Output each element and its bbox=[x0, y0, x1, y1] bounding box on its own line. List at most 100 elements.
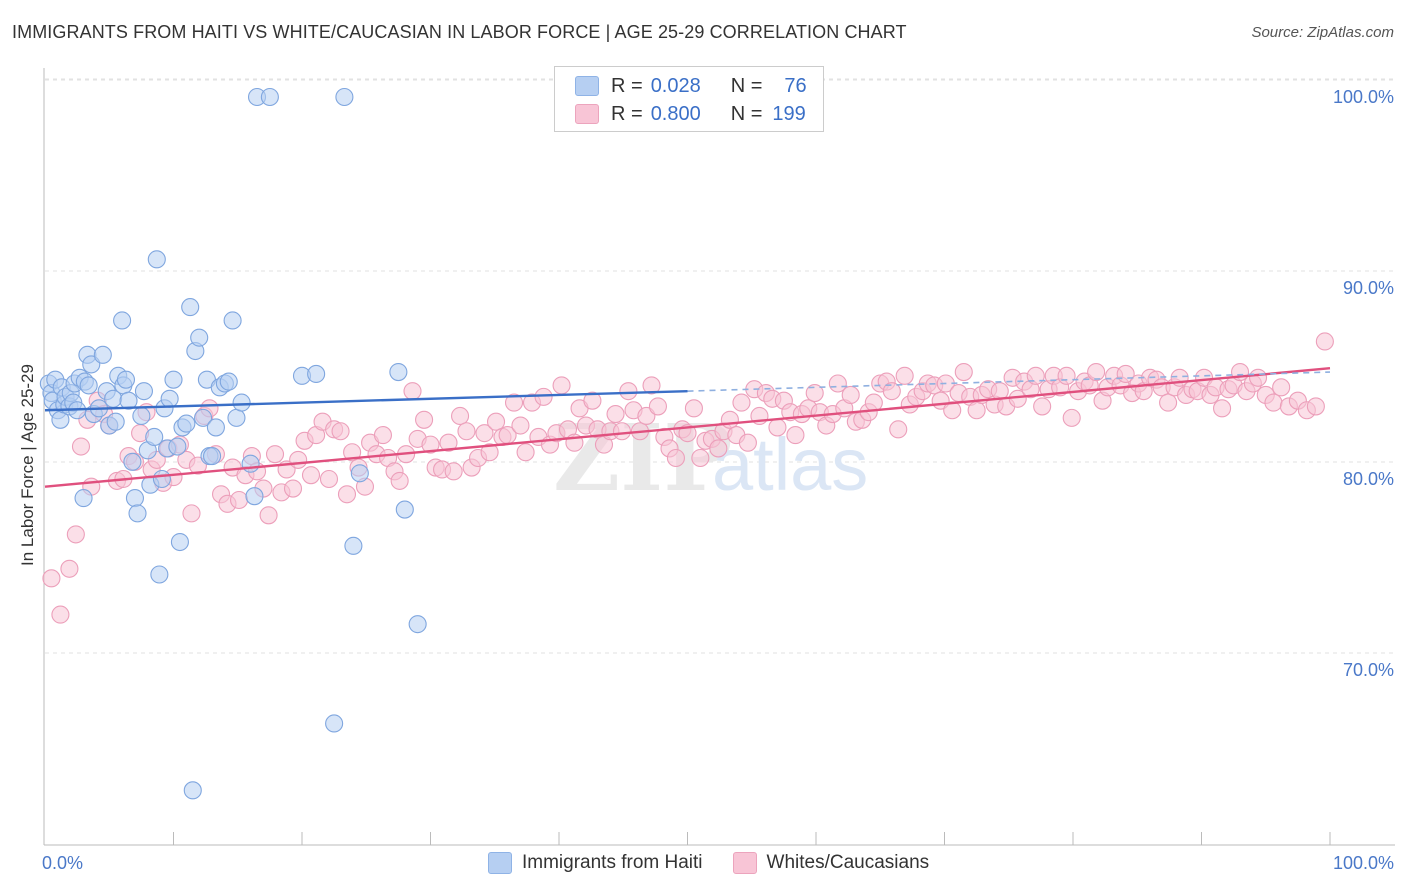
haiti-point bbox=[194, 408, 213, 427]
whites-point bbox=[504, 393, 524, 412]
whites-point bbox=[421, 435, 440, 454]
whites-point bbox=[390, 471, 409, 490]
whites-point bbox=[1062, 408, 1081, 427]
haiti-point bbox=[183, 781, 202, 800]
x-tick-min: 0.0% bbox=[42, 853, 84, 873]
whites-point bbox=[720, 410, 739, 429]
whites-point bbox=[895, 366, 914, 385]
whites-point bbox=[606, 405, 625, 424]
legend-item-haiti[interactable]: Immigrants from Haiti bbox=[488, 852, 703, 874]
n-value: 76 bbox=[784, 74, 807, 97]
whites-point bbox=[943, 401, 962, 420]
r-label: R = bbox=[611, 74, 643, 97]
stats-row-haiti: R = 0.028 N = 76 bbox=[575, 73, 807, 99]
whites-point bbox=[457, 422, 476, 441]
haiti-point bbox=[177, 414, 196, 433]
whites-point bbox=[1213, 399, 1232, 418]
whites-point bbox=[1306, 397, 1325, 416]
haiti-point bbox=[203, 447, 222, 466]
whites-point bbox=[439, 433, 458, 452]
whites-point bbox=[182, 504, 201, 523]
whites-point bbox=[1026, 366, 1045, 385]
whites-point bbox=[403, 382, 422, 401]
whites-point bbox=[828, 374, 847, 393]
haiti-point bbox=[116, 370, 136, 389]
haiti-point bbox=[408, 615, 427, 634]
whites-point bbox=[71, 437, 91, 456]
axes bbox=[43, 68, 1395, 846]
whites-point bbox=[786, 426, 805, 445]
legend-item-whites[interactable]: Whites/Caucasians bbox=[732, 852, 929, 874]
whites-point bbox=[343, 443, 362, 462]
whites-swatch bbox=[575, 104, 599, 124]
legend-swatch-haiti bbox=[488, 852, 512, 874]
y-tick-70: 70.0% bbox=[1342, 660, 1394, 680]
x-tick-max: 100.0% bbox=[1332, 853, 1394, 873]
trend-lines bbox=[44, 367, 1331, 488]
whites-point bbox=[1272, 378, 1291, 397]
whites-point bbox=[60, 559, 79, 578]
whites-point bbox=[666, 448, 685, 468]
whites-point bbox=[265, 445, 285, 464]
haiti-point bbox=[389, 362, 408, 382]
r-value: 0.028 bbox=[650, 74, 701, 97]
stats-box: R = 0.028 N = 76 R = 0.800 N = 199 bbox=[554, 66, 824, 132]
stats-row-whites: R = 0.800 N = 199 bbox=[575, 101, 806, 127]
haiti-point bbox=[150, 565, 169, 584]
haiti-trend-line-extension bbox=[687, 371, 1331, 392]
whites-point bbox=[967, 401, 986, 420]
y-axis-label: In Labor Force | Age 25-29 bbox=[18, 364, 37, 566]
whites-point bbox=[1315, 332, 1334, 351]
haiti-point bbox=[241, 454, 260, 473]
haiti-point bbox=[145, 427, 164, 447]
whites-point bbox=[486, 412, 506, 431]
y-tick-80: 80.0% bbox=[1342, 469, 1394, 489]
whites-point bbox=[511, 416, 530, 435]
r-value: 0.800 bbox=[650, 102, 701, 125]
haiti-point bbox=[232, 393, 251, 412]
whites-point bbox=[954, 362, 973, 382]
haiti-point bbox=[119, 391, 138, 410]
whites-point bbox=[475, 424, 494, 443]
whites-point bbox=[451, 406, 470, 426]
haiti-point bbox=[260, 87, 279, 107]
whites-point bbox=[51, 605, 70, 624]
whites-point bbox=[283, 479, 303, 498]
n-label: N = bbox=[730, 74, 763, 97]
whites-point bbox=[444, 462, 463, 481]
whites-point bbox=[583, 391, 602, 410]
haiti-point bbox=[395, 500, 414, 519]
whites-point bbox=[684, 399, 703, 418]
haiti-point bbox=[227, 408, 246, 427]
whites-point bbox=[319, 469, 339, 489]
legend-label-haiti: Immigrants from Haiti bbox=[522, 852, 703, 873]
whites-point bbox=[732, 393, 751, 412]
r-label: R = bbox=[611, 102, 643, 125]
haiti-point bbox=[113, 311, 132, 330]
haiti-point bbox=[93, 345, 112, 364]
whites-point bbox=[648, 397, 667, 416]
grid-lines bbox=[45, 78, 1395, 654]
haiti-point bbox=[190, 328, 209, 347]
haiti-point bbox=[128, 504, 147, 523]
whites-point bbox=[1159, 393, 1178, 412]
haiti-point bbox=[325, 714, 344, 733]
whites-point bbox=[768, 418, 787, 437]
haiti-point bbox=[168, 437, 187, 456]
series-whites-points bbox=[42, 332, 1334, 624]
haiti-point bbox=[307, 364, 326, 384]
haiti-point bbox=[335, 87, 354, 107]
n-value: 199 bbox=[772, 102, 806, 125]
haiti-point bbox=[147, 250, 166, 269]
whites-point bbox=[552, 376, 571, 395]
whites-point bbox=[738, 433, 757, 452]
haiti-point bbox=[79, 376, 98, 395]
haiti-point bbox=[170, 532, 189, 552]
whites-point bbox=[516, 443, 535, 462]
whites-point bbox=[691, 448, 710, 468]
haiti-point bbox=[344, 536, 363, 555]
whites-point bbox=[841, 385, 860, 405]
haiti-point bbox=[74, 489, 93, 508]
whites-trend-line bbox=[44, 367, 1331, 488]
haiti-point bbox=[160, 389, 179, 408]
